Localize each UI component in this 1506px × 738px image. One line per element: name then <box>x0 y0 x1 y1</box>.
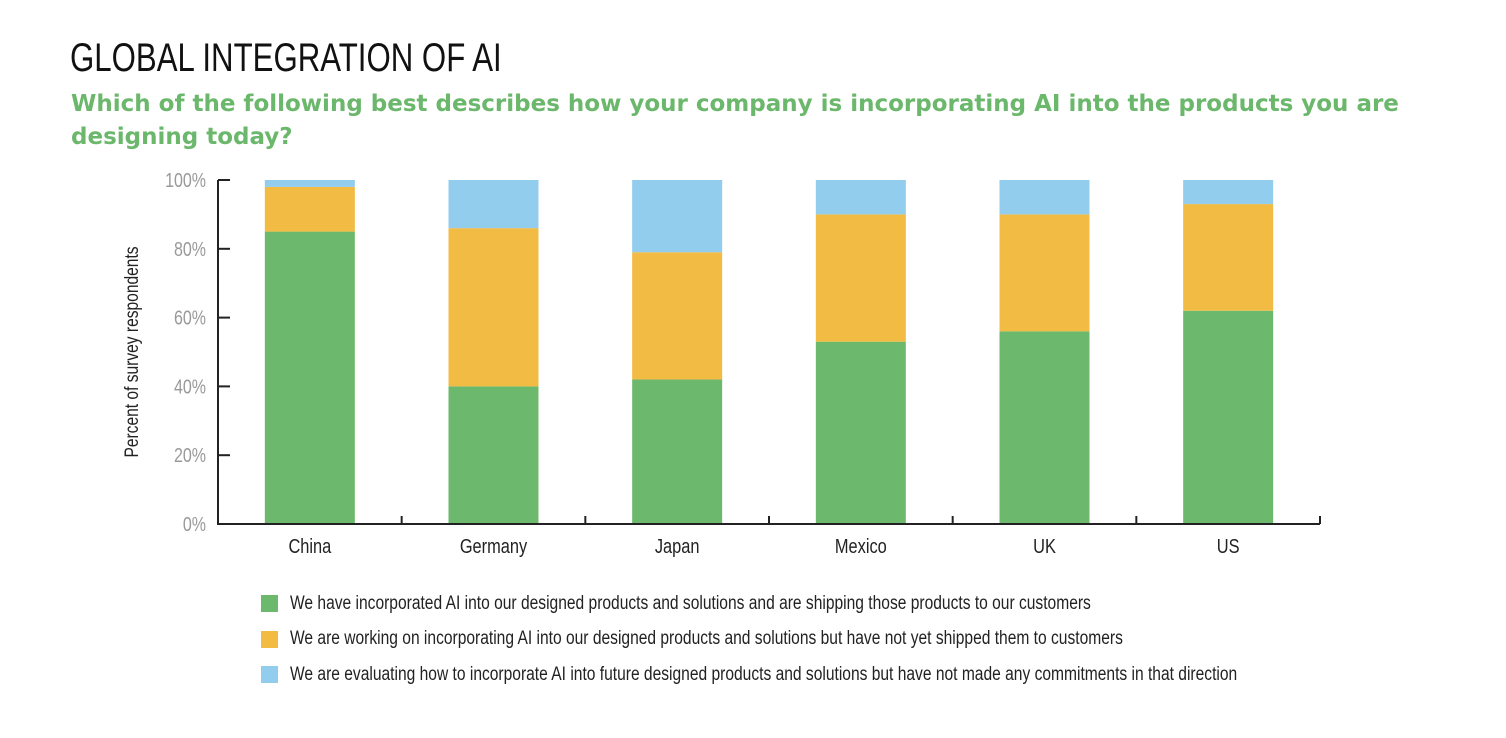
y-tick-label-60: 60% <box>174 307 206 329</box>
legend-label: We are evaluating how to incorporate AI … <box>290 663 1238 685</box>
legend-item-3: We are evaluating how to incorporate AI … <box>261 657 1445 693</box>
bar-uk-series-1 <box>999 331 1090 524</box>
bar-china-series-2 <box>264 186 355 232</box>
bar-china-series-3 <box>264 180 355 187</box>
bar-germany-series-1 <box>448 386 539 524</box>
y-tick-label-100: 100% <box>165 169 206 191</box>
bar-japan-series-2 <box>632 252 723 380</box>
bar-uk-series-3 <box>999 180 1090 215</box>
bar-mexico-series-1 <box>815 341 906 524</box>
legend-label: We have incorporated AI into our designe… <box>290 592 1091 614</box>
y-tick-label-0: 0% <box>183 513 206 535</box>
legend-item-1: We have incorporated AI into our designe… <box>261 586 1445 622</box>
y-tick-label-20: 20% <box>174 445 206 467</box>
y-tick-label-80: 80% <box>174 238 206 260</box>
x-tick-label-uk: UK <box>1033 534 1056 557</box>
chart-title: GLOBAL INTEGRATION OF AI <box>70 36 502 80</box>
bar-japan-series-3 <box>632 180 723 253</box>
bar-germany-series-2 <box>448 228 539 387</box>
x-tick-label-us: US <box>1217 534 1240 557</box>
legend-swatch-icon <box>261 595 278 613</box>
bar-japan-series-1 <box>632 379 723 524</box>
x-tick-label-germany: Germany <box>460 534 528 557</box>
stacked-bar-chart: China Germany Japan Mexico UK US 0% 20% 40% 60% 80… <box>121 169 1321 557</box>
legend-label: We are working on incorporating AI into … <box>290 628 1123 650</box>
bar-china-series-1 <box>264 231 355 524</box>
axes-group: China Germany Japan Mexico UK US 0% 20% 40% 60% 80… <box>165 169 1321 557</box>
bar-us-series-3 <box>1183 180 1274 205</box>
bar-uk-series-2 <box>999 214 1090 332</box>
x-tick-label-china: China <box>288 534 332 557</box>
bar-us-series-2 <box>1183 204 1274 311</box>
legend-swatch-icon <box>261 666 278 684</box>
legend-swatch-icon <box>261 630 278 648</box>
y-axis-label: Percent of survey respondents <box>121 246 143 457</box>
legend-item-2: We are working on incorporating AI into … <box>261 622 1445 658</box>
chart-subtitle: Which of the following best describes ho… <box>71 91 1399 150</box>
legend: We have incorporated AI into our designe… <box>261 586 1445 693</box>
bar-germany-series-3 <box>448 180 539 229</box>
y-tick-label-40: 40% <box>174 376 206 398</box>
x-tick-label-japan: Japan <box>655 534 700 557</box>
bar-mexico-series-3 <box>815 180 906 215</box>
bar-mexico-series-2 <box>815 214 906 342</box>
bar-us-series-1 <box>1183 310 1274 524</box>
x-tick-label-mexico: Mexico <box>835 534 887 557</box>
bars-group <box>264 180 1274 524</box>
